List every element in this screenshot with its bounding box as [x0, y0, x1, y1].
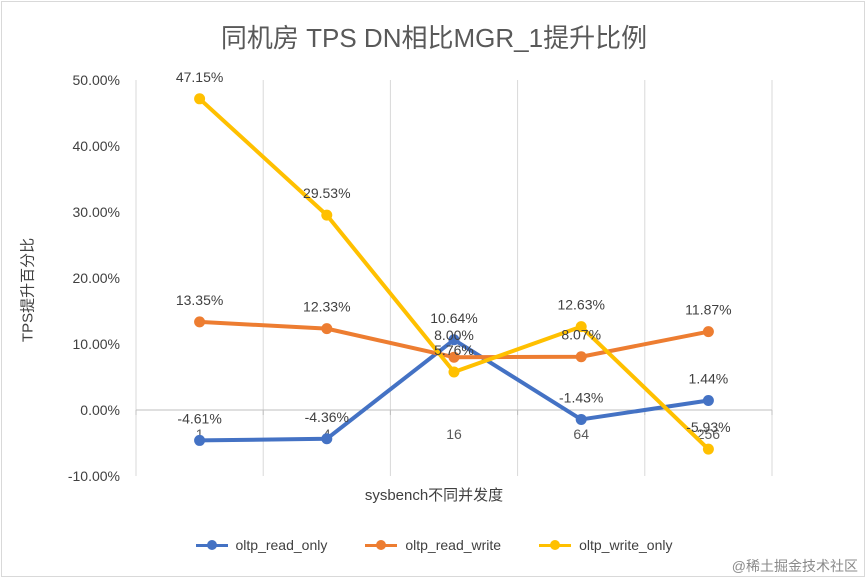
data-point-oltp_read_only — [321, 433, 333, 445]
x-tick-label: 1 — [196, 426, 204, 442]
data-label-oltp_write_only: 47.15% — [176, 69, 223, 85]
data-point-oltp_read_write — [448, 351, 460, 363]
data-label-oltp_write_only: -5.93% — [686, 419, 730, 435]
x-axis-label: sysbench不同并发度 — [364, 487, 504, 504]
y-tick-label: -10.00% — [68, 468, 120, 484]
legend: oltp_read_only oltp_read_write oltp_write_… — [0, 537, 868, 553]
data-label-oltp_read_only: -1.43% — [559, 389, 603, 405]
data-point-oltp_write_only — [448, 366, 460, 378]
data-point-oltp_read_write — [321, 323, 333, 335]
legend-label: oltp_write_only — [579, 537, 673, 553]
legend-swatch — [539, 539, 572, 550]
data-point-oltp_write_only — [702, 443, 714, 455]
data-label-oltp_read_write: 12.33% — [303, 299, 350, 315]
data-point-oltp_write_only — [321, 209, 333, 221]
y-tick-label: 0.00% — [80, 402, 120, 418]
legend-item-oltp_write_only: oltp_write_only — [539, 537, 672, 553]
data-point-oltp_read_only — [194, 434, 206, 446]
y-tick-label: 40.00% — [73, 138, 120, 154]
watermark: @稀土掘金技术社区 — [731, 558, 858, 574]
series-line-oltp_write_only — [197, 96, 711, 452]
data-label-oltp_write_only: 29.53% — [303, 185, 350, 201]
data-point-oltp_read_only — [702, 394, 714, 406]
data-label-oltp_read_write: 8.00% — [434, 327, 474, 343]
legend-item-oltp_read_write: oltp_read_write — [365, 537, 501, 553]
legend-swatch — [365, 539, 398, 550]
data-label-oltp_write_only: 12.63% — [557, 297, 604, 313]
y-tick-label: 50.00% — [73, 72, 120, 88]
data-point-oltp_read_write — [702, 326, 714, 338]
data-label-oltp_read_only: 1.44% — [689, 370, 729, 386]
legend-label: oltp_read_write — [405, 537, 502, 553]
x-tick-label: 64 — [573, 426, 589, 442]
data-label-oltp_write_only: 5.76% — [434, 342, 474, 358]
data-label-oltp_read_only: -4.36% — [305, 409, 349, 425]
data-label-oltp_read_only: -4.61% — [177, 410, 221, 426]
data-point-oltp_write_only — [194, 93, 206, 105]
data-label-oltp_read_write: 13.35% — [176, 292, 223, 308]
chart-title: 同机房 TPS DN相比MGR_1提升比例 — [220, 23, 648, 53]
data-point-oltp_read_write — [194, 316, 206, 328]
data-label-oltp_read_write: 8.07% — [561, 327, 601, 343]
legend-swatch — [195, 539, 228, 550]
y-tick-label: 10.00% — [73, 336, 120, 352]
data-label-oltp_read_only: 10.64% — [430, 310, 477, 326]
legend-item-oltp_read_only: oltp_read_only — [195, 537, 328, 553]
data-point-oltp_write_only — [575, 321, 587, 333]
y-tick-label: 20.00% — [73, 270, 120, 286]
data-point-oltp_read_only — [575, 413, 587, 425]
data-point-oltp_read_write — [575, 351, 587, 363]
x-tick-label: 16 — [446, 426, 462, 442]
y-tick-label: 30.00% — [73, 204, 120, 220]
data-label-oltp_read_write: 11.87% — [685, 302, 731, 318]
x-tick-label: 256 — [697, 426, 721, 442]
legend-label: oltp_read_only — [235, 537, 328, 553]
data-point-oltp_read_only — [448, 334, 460, 346]
